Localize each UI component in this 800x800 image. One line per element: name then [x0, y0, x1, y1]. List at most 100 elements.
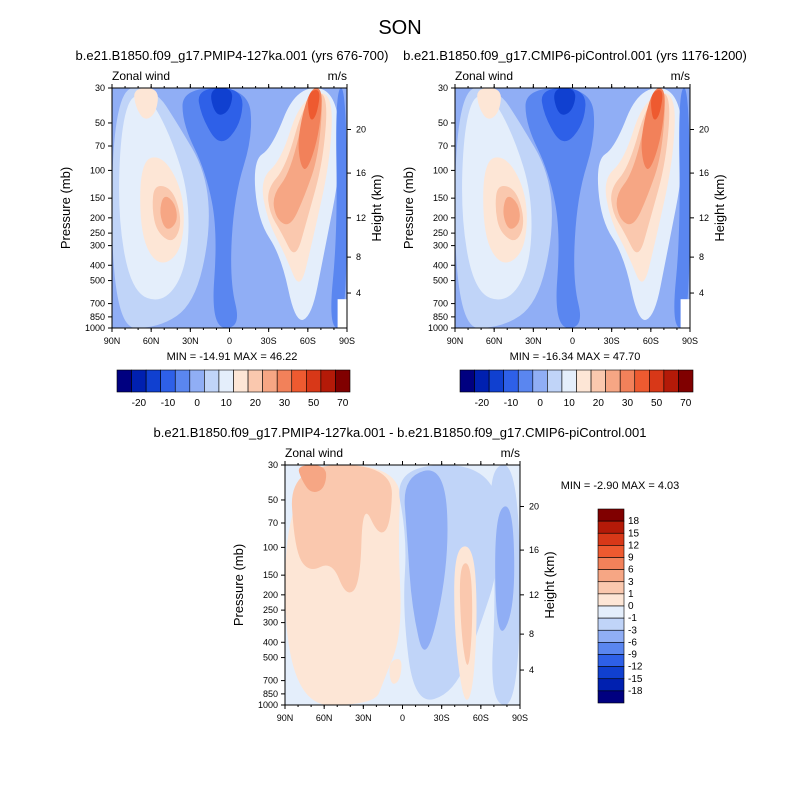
contour-fill [285, 465, 520, 705]
x-tick-label: 60S [300, 336, 316, 346]
colorbar-label: -12 [628, 662, 643, 673]
colorbar-swatch [262, 369, 278, 393]
x-tick-label: 60S [473, 713, 489, 723]
panel-3: 90N 60N 30N 0 30S 60S 90S305070100150200250300… [154, 425, 680, 723]
colorbar-label: 30 [279, 398, 291, 409]
colorbar-swatch [597, 690, 625, 704]
variable-label: Zonal wind [112, 69, 170, 83]
colorbar-swatch [597, 581, 625, 595]
contour-fill [455, 88, 690, 328]
y-tick-label: 300 [90, 241, 105, 251]
y-right-tick-label: 16 [529, 545, 539, 555]
variable-label: Zonal wind [285, 446, 343, 460]
contour-band [404, 470, 448, 650]
x-tick-label: 60N [486, 336, 503, 346]
x-tick-label: 90S [682, 336, 698, 346]
y-tick-label: 150 [263, 570, 278, 580]
y-axis-label: Pressure (mb) [401, 167, 416, 249]
colorbar-label: 20 [250, 398, 262, 409]
panel-title: b.e21.B1850.f09_g17.PMIP4-127ka.001 (yrs… [76, 48, 389, 63]
x-tick-label: 0 [570, 336, 575, 346]
colorbar-swatch [597, 532, 625, 546]
panel-title: b.e21.B1850.f09_g17.PMIP4-127ka.001 - b.… [154, 425, 647, 440]
y-tick-label: 50 [268, 495, 278, 505]
units-label: m/s [501, 446, 520, 460]
x-tick-label: 60S [643, 336, 659, 346]
y-tick-label: 850 [263, 689, 278, 699]
y-tick-label: 250 [433, 228, 448, 238]
colorbar-label: 1 [628, 589, 634, 600]
y-right-tick-label: 8 [699, 252, 704, 262]
colorbar-swatch [116, 369, 132, 393]
y-tick-label: 70 [438, 141, 448, 151]
y-right-tick-label: 12 [529, 590, 539, 600]
y-tick-label: 200 [90, 213, 105, 223]
y-tick-label: 100 [263, 542, 278, 552]
contour-band [477, 88, 501, 119]
colorbar-swatch [597, 629, 625, 643]
y-tick-label: 300 [263, 618, 278, 628]
y-tick-label: 1000 [258, 700, 278, 710]
colorbar-label: -20 [475, 398, 490, 409]
x-tick-label: 30S [261, 336, 277, 346]
colorbar-label: -9 [628, 650, 637, 661]
colorbar-label: 0 [537, 398, 543, 409]
y-tick-label: 700 [263, 676, 278, 686]
colorbar-swatch [663, 369, 679, 393]
contour-band [651, 90, 663, 120]
colorbar-label: 18 [628, 516, 640, 527]
contour-band [674, 88, 690, 328]
colorbar-label: 70 [337, 398, 349, 409]
x-tick-label: 0 [227, 336, 232, 346]
y-right-tick-label: 12 [699, 213, 709, 223]
colorbar-swatch [474, 369, 490, 393]
y-right-tick-label: 20 [356, 124, 366, 134]
colorbar-swatch [247, 369, 263, 393]
panels: 90N 60N 30N 0 30S 60S 90S305070100150200250300… [58, 48, 747, 723]
colorbar-swatch [597, 557, 625, 570]
y-right-axis-label: Height (km) [712, 174, 727, 241]
y-right-axis-label: Height (km) [369, 174, 384, 241]
colorbar-label: 50 [651, 398, 663, 409]
y-tick-label: 150 [433, 193, 448, 203]
colorbar-swatch [605, 369, 621, 393]
contour-band [134, 88, 158, 119]
colorbar-label: 10 [564, 398, 576, 409]
variable-label: Zonal wind [455, 69, 513, 83]
colorbar-label: -15 [628, 674, 643, 685]
y-tick-label: 250 [90, 228, 105, 238]
contour-band [495, 506, 515, 631]
figure-title: SON [378, 17, 421, 39]
colorbar-swatch [517, 369, 534, 393]
y-tick-label: 300 [433, 241, 448, 251]
colorbar-label: -6 [628, 637, 637, 648]
colorbar-swatch [597, 642, 625, 655]
colorbar-swatch [218, 369, 234, 393]
x-tick-label: 60N [143, 336, 160, 346]
colorbar-swatch [174, 369, 191, 393]
contour-band [331, 88, 347, 328]
x-tick-label: 30S [604, 336, 620, 346]
colorbar-label: -10 [504, 398, 519, 409]
contour-band [308, 90, 320, 120]
x-tick-label: 90N [277, 713, 294, 723]
y-tick-label: 70 [95, 141, 105, 151]
y-right-tick-label: 16 [699, 168, 709, 178]
contour-fill [112, 88, 347, 328]
y-tick-label: 30 [268, 460, 278, 470]
colorbar-swatch [276, 369, 293, 393]
y-tick-label: 50 [438, 118, 448, 128]
units-label: m/s [671, 69, 690, 83]
colorbar-swatch [532, 369, 548, 393]
colorbar-label: 0 [628, 601, 634, 612]
y-tick-label: 30 [95, 83, 105, 93]
colorbar-label: 15 [628, 528, 640, 539]
y-tick-label: 700 [90, 299, 105, 309]
colorbar-label: -3 [628, 625, 637, 636]
y-right-tick-label: 4 [356, 288, 361, 298]
min-max-label: MIN = -2.90 MAX = 4.03 [561, 480, 680, 492]
y-tick-label: 400 [433, 260, 448, 270]
y-tick-label: 850 [90, 312, 105, 322]
y-tick-label: 400 [90, 260, 105, 270]
x-tick-label: 0 [400, 713, 405, 723]
